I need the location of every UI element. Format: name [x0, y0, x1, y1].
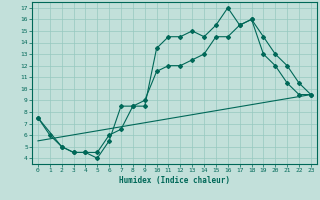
X-axis label: Humidex (Indice chaleur): Humidex (Indice chaleur) [119, 176, 230, 185]
